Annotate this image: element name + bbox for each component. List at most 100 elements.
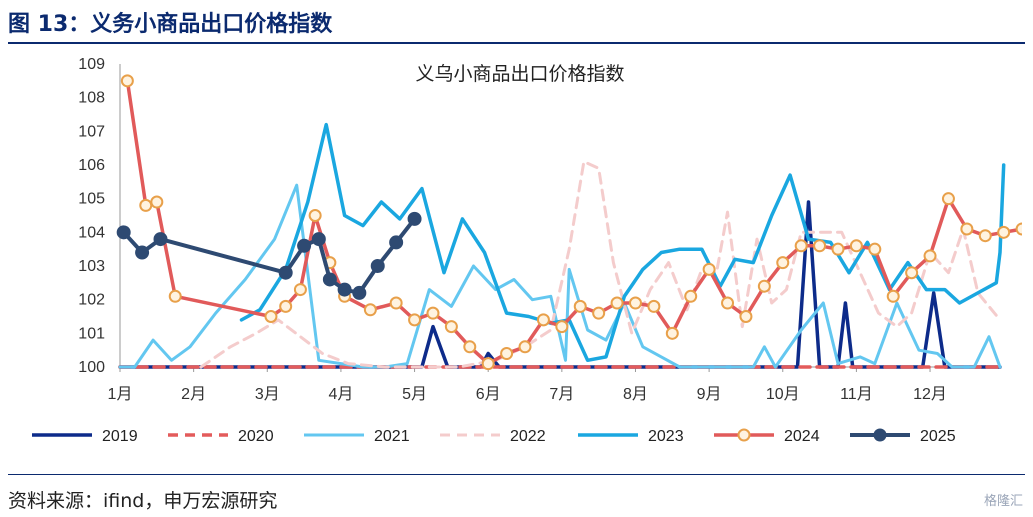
data-point-2025 [278, 265, 293, 280]
data-point-2024 [886, 289, 900, 303]
data-point-2024 [279, 299, 293, 313]
data-point-2024 [794, 239, 808, 253]
x-tick-label: 3月 [255, 386, 280, 403]
data-point-2024 [941, 192, 955, 206]
data-point-2024 [868, 242, 882, 256]
legend-label-2025: 2025 [920, 428, 956, 445]
legend-label-2023: 2023 [648, 428, 684, 445]
data-point-2024 [739, 310, 753, 323]
chart-legend: 2019 2020 2021 2022 2023 2024 2025 [32, 428, 956, 445]
data-point-2024 [647, 299, 661, 313]
data-point-2024 [308, 209, 322, 222]
data-point-2024 [150, 195, 164, 209]
x-tick-label: 6月 [476, 386, 501, 403]
figure-title: 图 13：义务小商品出口价格指数 [8, 12, 333, 37]
data-point-2024 [408, 313, 422, 327]
data-point-2025 [297, 238, 312, 253]
data-point-2024 [923, 249, 937, 263]
source-note: 资料来源：ifind，申万宏源研究 [8, 490, 278, 512]
x-tick-label: 4月 [328, 386, 353, 403]
x-tick-label: 12月 [913, 386, 947, 403]
data-point-2024 [831, 242, 845, 256]
y-tick-label: 100 [78, 359, 105, 376]
data-point-2024 [536, 313, 550, 327]
data-point-2025 [135, 245, 150, 260]
data-point-2024 [592, 306, 606, 320]
legend-label-2022: 2022 [510, 428, 546, 445]
x-tick-label: 8月 [623, 386, 648, 403]
data-point-2025 [311, 232, 326, 247]
data-point-2024 [997, 225, 1011, 239]
chart-title: 义乌小商品出口价格指数 [415, 63, 624, 85]
data-point-2025 [389, 235, 404, 250]
data-point-2024 [757, 279, 771, 293]
data-point-2024 [120, 74, 134, 88]
y-tick-label: 101 [78, 325, 105, 342]
data-point-2024 [463, 340, 477, 354]
legend-label-2020: 2020 [238, 428, 274, 445]
data-point-2024 [978, 229, 992, 243]
x-tick-label: 5月 [402, 386, 427, 403]
series-line-2021 [118, 183, 1002, 369]
x-tick-label: 7月 [549, 386, 574, 403]
data-point-2024 [264, 310, 278, 323]
data-point-2024 [518, 340, 532, 354]
y-tick-label: 103 [78, 258, 105, 275]
legend-label-2019: 2019 [102, 428, 138, 445]
data-point-2024 [1015, 222, 1022, 236]
data-point-2024 [363, 303, 377, 317]
data-point-2025 [116, 225, 131, 240]
data-point-2024 [684, 289, 698, 303]
data-point-2024 [849, 239, 863, 253]
data-point-2024 [389, 296, 403, 310]
footer-divider [8, 474, 1025, 475]
legend-label-2024: 2024 [784, 428, 820, 445]
y-tick-label: 102 [78, 292, 105, 309]
data-point-2024 [776, 256, 790, 270]
data-point-2024 [139, 198, 153, 212]
series-line-2019 [118, 200, 1002, 369]
data-point-2025 [322, 272, 337, 287]
data-point-2024 [573, 299, 587, 313]
data-point-2024 [426, 306, 440, 320]
x-tick-label: 11月 [840, 386, 873, 403]
data-point-2024 [168, 289, 182, 303]
data-point-2024 [960, 222, 974, 236]
legend-label-2021: 2021 [374, 428, 410, 445]
data-point-2025 [352, 285, 367, 300]
y-tick-label: 108 [78, 90, 105, 107]
y-tick-label: 107 [78, 123, 105, 140]
data-point-2024 [444, 320, 458, 334]
data-point-2024 [293, 283, 307, 297]
x-tick-label: 10月 [766, 386, 800, 403]
watermark-logo: 格隆汇 [983, 494, 1023, 509]
data-point-2024 [721, 296, 735, 310]
x-tick-label: 1月 [108, 386, 133, 403]
data-point-2024 [813, 239, 827, 253]
chart-axes: 100 101 102 103 104 105 106 107 108 109 1月 2月 3月 4月 5月… [78, 56, 1000, 403]
series-line-2024 [125, 79, 1022, 366]
data-point-2024 [665, 326, 679, 340]
series-line-2022 [199, 160, 1002, 369]
data-point-2025 [407, 211, 422, 226]
data-point-2024 [702, 262, 716, 276]
data-point-2024 [610, 296, 624, 310]
data-point-2025 [370, 259, 385, 273]
data-point-2024 [555, 320, 569, 334]
data-point-2024 [905, 266, 919, 280]
data-point-2025 [337, 282, 352, 297]
y-tick-label: 109 [78, 56, 105, 73]
data-point-2024 [628, 296, 642, 310]
y-tick-label: 105 [78, 191, 105, 208]
title-divider [8, 42, 1025, 44]
x-tick-label: 2月 [181, 386, 206, 403]
y-tick-label: 104 [78, 224, 105, 241]
plot-area [116, 74, 1022, 371]
y-tick-label: 106 [78, 157, 105, 174]
legend-marker-2025 [873, 428, 887, 442]
legend-marker-2024 [737, 428, 751, 442]
data-point-2025 [153, 232, 168, 247]
data-point-2024 [481, 357, 495, 371]
x-tick-label: 9月 [697, 386, 722, 403]
